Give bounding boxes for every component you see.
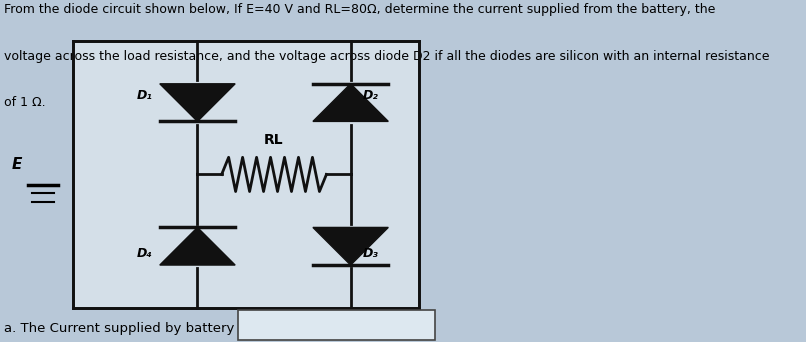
Text: D₃: D₃ bbox=[363, 247, 379, 260]
Bar bbox=[73, 41, 419, 308]
Text: voltage across the load resistance, and the voltage across diode D2 if all the d: voltage across the load resistance, and … bbox=[4, 50, 770, 63]
Polygon shape bbox=[160, 227, 235, 265]
Text: RL: RL bbox=[264, 133, 284, 147]
Polygon shape bbox=[313, 227, 388, 265]
Text: D₂: D₂ bbox=[363, 89, 379, 102]
Text: From the diode circuit shown below, If E=40 V and RL=80Ω, determine the current : From the diode circuit shown below, If E… bbox=[4, 3, 716, 16]
Text: D₁: D₁ bbox=[137, 89, 153, 102]
Bar bbox=[238, 310, 435, 340]
Text: a. The Current supplied by battery is: a. The Current supplied by battery is bbox=[4, 322, 249, 335]
Text: D₄: D₄ bbox=[137, 247, 153, 260]
Polygon shape bbox=[313, 84, 388, 121]
Text: E: E bbox=[12, 157, 23, 172]
Text: of 1 Ω.: of 1 Ω. bbox=[4, 96, 46, 109]
Polygon shape bbox=[160, 84, 235, 121]
